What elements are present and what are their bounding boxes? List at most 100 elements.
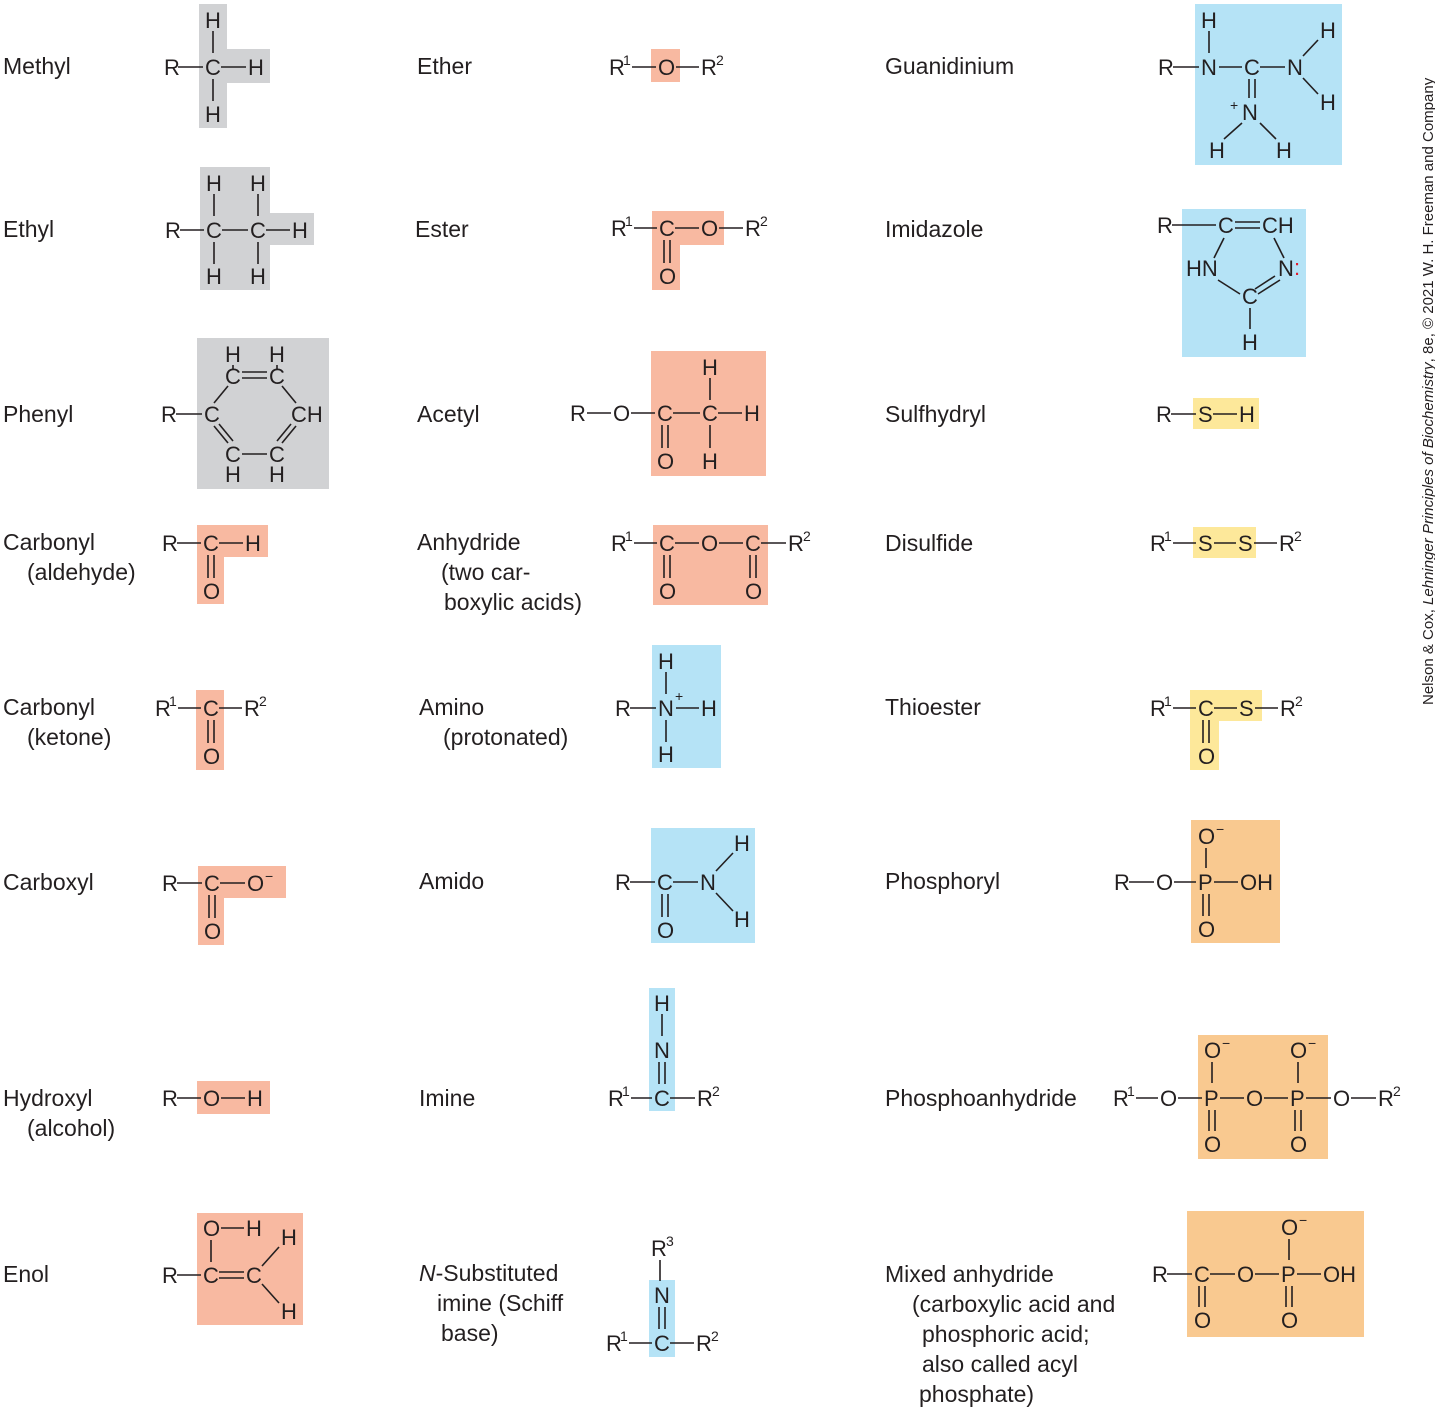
atom-r: R bbox=[696, 1331, 712, 1356]
imidazole-highlight bbox=[1182, 209, 1306, 357]
atom-o: O bbox=[1204, 1038, 1221, 1063]
label-guanidinium: Guanidinium bbox=[885, 53, 1015, 79]
imine-highlight bbox=[649, 988, 675, 1111]
label-methyl: Methyl bbox=[3, 53, 71, 79]
highlight-boxes bbox=[196, 4, 1364, 1357]
atom-c: C bbox=[745, 531, 761, 556]
atom-h: H bbox=[702, 355, 718, 380]
svg-text:−: − bbox=[1308, 1035, 1316, 1051]
svg-text:+: + bbox=[1230, 97, 1238, 113]
atom-n: N bbox=[1242, 100, 1258, 125]
svg-text:1: 1 bbox=[1127, 1083, 1135, 1099]
atom-h: H bbox=[1320, 90, 1336, 115]
amido-structure: R C N H H O bbox=[615, 831, 750, 943]
atom-o: O bbox=[1281, 1308, 1298, 1333]
atom-r: R bbox=[1150, 696, 1166, 721]
atom-r: R bbox=[162, 1263, 178, 1288]
atom-h: H bbox=[206, 171, 222, 196]
svg-text:2: 2 bbox=[1393, 1083, 1401, 1099]
svg-text:2: 2 bbox=[711, 1328, 719, 1344]
atom-r: R bbox=[1378, 1086, 1394, 1111]
imine-structure: H N R 1 C R 2 bbox=[608, 991, 720, 1111]
atom-o: O bbox=[1237, 1262, 1254, 1287]
methyl-structure: R C H H H bbox=[164, 8, 264, 127]
label-ether: Ether bbox=[417, 53, 472, 79]
svg-text:2: 2 bbox=[712, 1083, 720, 1099]
atom-p: P bbox=[1281, 1262, 1296, 1287]
atom-s: S bbox=[1198, 402, 1213, 427]
atom-o: O bbox=[1333, 1086, 1350, 1111]
atom-r: R bbox=[1152, 1262, 1168, 1287]
label-imine: Imine bbox=[419, 1085, 476, 1111]
label-phosphoryl: Phosphoryl bbox=[885, 868, 1001, 894]
ketone-highlight bbox=[196, 690, 224, 770]
svg-text:2: 2 bbox=[803, 528, 811, 544]
hydroxyl-structure: R O H bbox=[162, 1086, 263, 1111]
atom-r: R bbox=[1158, 55, 1174, 80]
atom-n: N bbox=[1201, 55, 1217, 80]
carboxyl-highlight bbox=[198, 866, 286, 945]
atom-h: H bbox=[1209, 138, 1225, 163]
atom-c: C bbox=[269, 364, 285, 389]
atom-r: R bbox=[611, 531, 627, 556]
ester-structure: R 1 C O R 2 O bbox=[611, 213, 768, 289]
phosphoanhydride-structure: O − O − R 1 O P O P O R 2 O O bbox=[1113, 1035, 1401, 1157]
atom-o: O bbox=[204, 919, 221, 944]
atom-r: R bbox=[164, 55, 180, 80]
atom-h: H bbox=[248, 55, 264, 80]
ethyl-highlight bbox=[200, 167, 314, 290]
ether-structure: R 1 O R 2 bbox=[609, 52, 724, 80]
atom-o: O bbox=[659, 579, 676, 604]
methyl-highlight bbox=[199, 4, 270, 128]
phenyl-structure: H H C C CH R C C C H H bbox=[161, 342, 323, 487]
label-schiff-base: N-Substituted imine (Schiff base) bbox=[419, 1260, 564, 1346]
disulfide-structure: R 1 S S R 2 bbox=[1150, 528, 1302, 556]
sulfhydryl-structure: R S H bbox=[1156, 402, 1255, 427]
svg-text:−: − bbox=[265, 868, 273, 884]
atom-r: R bbox=[162, 871, 178, 896]
atom-o: O bbox=[1281, 1215, 1298, 1240]
phosphoryl-structure: O − R O P OH O bbox=[1114, 821, 1273, 942]
atom-s: S bbox=[1238, 531, 1253, 556]
atom-h: H bbox=[734, 907, 750, 932]
atom-h: H bbox=[1320, 18, 1336, 43]
atom-o: O bbox=[701, 531, 718, 556]
atom-o: O bbox=[1290, 1038, 1307, 1063]
enol-structure: O H R C C H H bbox=[162, 1216, 297, 1324]
atom-h: H bbox=[734, 831, 750, 856]
atom-h: H bbox=[250, 171, 266, 196]
atom-h: H bbox=[246, 1216, 262, 1241]
atom-h: H bbox=[1242, 330, 1258, 355]
atom-p: P bbox=[1198, 870, 1213, 895]
atom-n: N bbox=[654, 1283, 670, 1308]
svg-text:1: 1 bbox=[1164, 693, 1172, 709]
svg-text:3: 3 bbox=[666, 1233, 674, 1249]
atom-c: C bbox=[654, 1086, 670, 1111]
label-amino: Amino (protonated) bbox=[419, 694, 569, 750]
atom-c: C bbox=[246, 1263, 262, 1288]
atom-h: H bbox=[1201, 8, 1217, 33]
label-carboxyl: Carboxyl bbox=[3, 869, 94, 895]
atom-h: H bbox=[269, 462, 285, 487]
atom-ch: CH bbox=[291, 402, 323, 427]
atom-c: C bbox=[1198, 696, 1214, 721]
label-carbonyl-ketone: Carbonyl (ketone) bbox=[3, 694, 112, 750]
acetyl-highlight bbox=[651, 351, 766, 476]
atom-r: R bbox=[609, 55, 625, 80]
atom-r: R bbox=[1114, 870, 1130, 895]
atom-r: R bbox=[162, 1086, 178, 1111]
svg-text:1: 1 bbox=[620, 1328, 628, 1344]
ester-highlight bbox=[652, 211, 724, 290]
svg-text:1: 1 bbox=[625, 213, 633, 229]
amino-highlight bbox=[652, 645, 721, 768]
thioester-structure: R 1 C S R 2 O bbox=[1150, 693, 1303, 769]
atom-o: O bbox=[1198, 744, 1215, 769]
atom-r: R bbox=[611, 216, 627, 241]
atom-c: C bbox=[203, 1263, 219, 1288]
atom-c: C bbox=[1194, 1262, 1210, 1287]
schiff-highlight bbox=[649, 1280, 675, 1357]
svg-text:1: 1 bbox=[623, 52, 631, 68]
atom-o: O bbox=[1246, 1086, 1263, 1111]
atom-h: H bbox=[225, 342, 241, 367]
atom-r: R bbox=[244, 696, 260, 721]
